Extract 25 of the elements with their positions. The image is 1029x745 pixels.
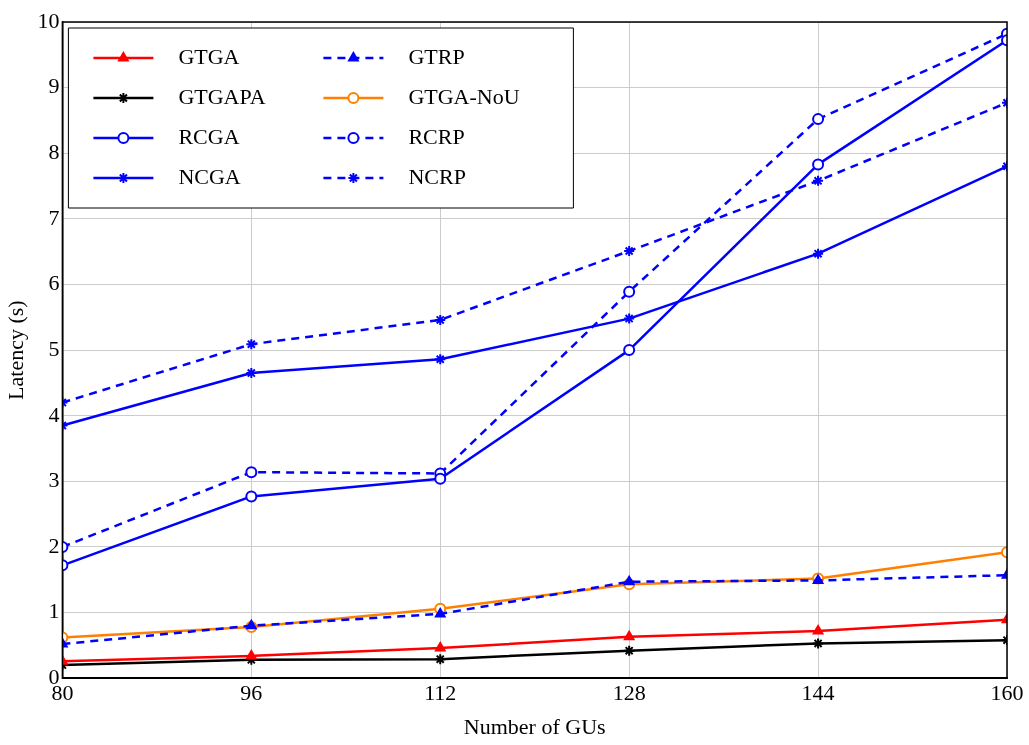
y-tick-label: 4 <box>48 401 60 427</box>
legend-label: GTGA-NoU <box>408 83 520 109</box>
legend-label: RCRP <box>408 123 465 149</box>
x-tick-label: 112 <box>424 680 457 706</box>
x-axis-title: Number of GUs <box>463 713 606 739</box>
y-tick-label: 6 <box>48 270 60 296</box>
y-tick-label: 3 <box>48 467 60 493</box>
x-tick-label: 96 <box>240 680 263 706</box>
y-tick-label: 2 <box>48 532 60 558</box>
y-tick-label: 5 <box>48 335 60 361</box>
y-tick-label: 1 <box>48 598 60 624</box>
legend-label: GTRP <box>408 43 465 69</box>
legend-label: GTGA <box>178 43 240 69</box>
x-tick-label: 144 <box>801 680 835 706</box>
legend-label: NCGA <box>178 163 241 189</box>
legend-label: GTGAPA <box>178 83 266 109</box>
y-tick-label: 7 <box>48 204 60 230</box>
legend-label: NCRP <box>408 163 466 189</box>
y-tick-label: 9 <box>48 73 60 99</box>
y-tick-label: 8 <box>48 139 60 165</box>
x-tick-label: 128 <box>612 680 646 706</box>
y-tick-label: 10 <box>37 7 60 33</box>
x-tick-label: 160 <box>990 680 1024 706</box>
y-axis-title: Latency (s) <box>2 300 28 400</box>
legend-label: RCGA <box>178 123 240 149</box>
